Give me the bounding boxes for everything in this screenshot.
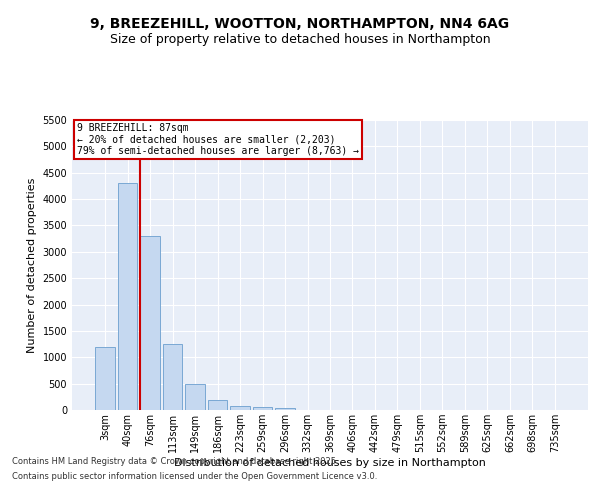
Bar	[140, 236, 160, 410]
Bar	[185, 384, 205, 410]
Text: 9, BREEZEHILL, WOOTTON, NORTHAMPTON, NN4 6AG: 9, BREEZEHILL, WOOTTON, NORTHAMPTON, NN4…	[91, 18, 509, 32]
Text: 9 BREEZEHILL: 87sqm
← 20% of detached houses are smaller (2,203)
79% of semi-det: 9 BREEZEHILL: 87sqm ← 20% of detached ho…	[77, 123, 359, 156]
Y-axis label: Number of detached properties: Number of detached properties	[27, 178, 37, 352]
Bar	[95, 346, 115, 410]
Bar	[253, 407, 272, 410]
X-axis label: Distribution of detached houses by size in Northampton: Distribution of detached houses by size …	[174, 458, 486, 468]
Bar	[275, 408, 295, 410]
Bar	[163, 344, 182, 410]
Text: Contains HM Land Registry data © Crown copyright and database right 2025.: Contains HM Land Registry data © Crown c…	[12, 457, 338, 466]
Bar	[230, 406, 250, 410]
Bar	[208, 400, 227, 410]
Text: Size of property relative to detached houses in Northampton: Size of property relative to detached ho…	[110, 32, 490, 46]
Bar	[118, 184, 137, 410]
Text: Contains public sector information licensed under the Open Government Licence v3: Contains public sector information licen…	[12, 472, 377, 481]
